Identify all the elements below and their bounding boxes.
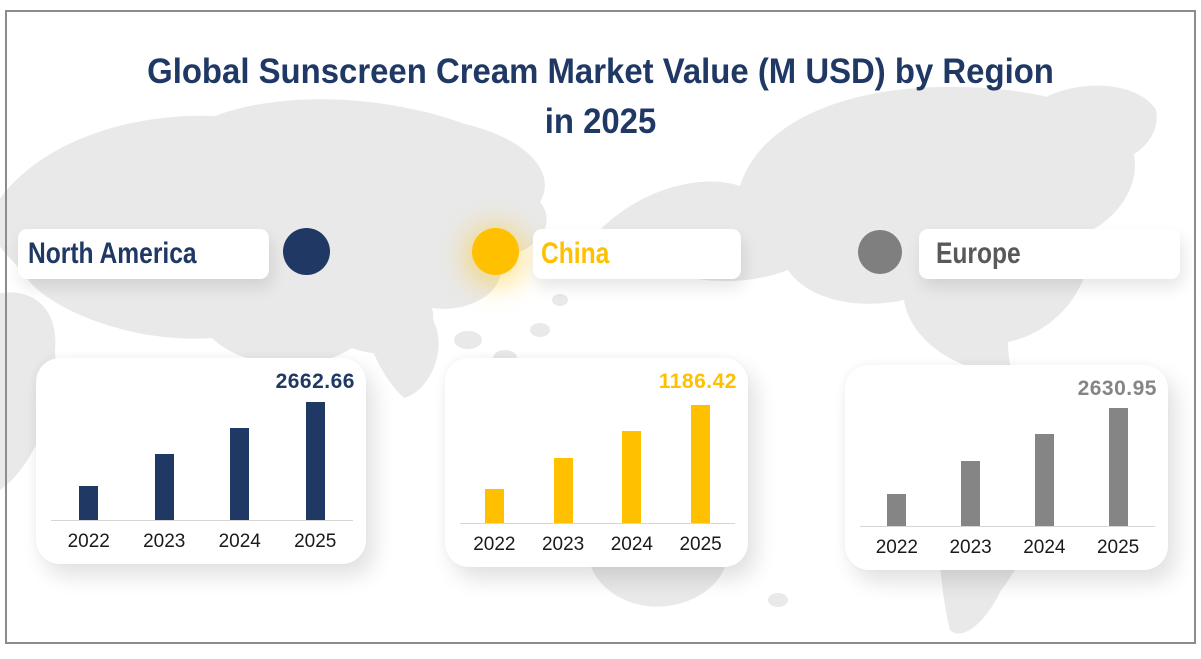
landmass-south-asia: [355, 290, 439, 398]
landmass-island: [530, 323, 550, 337]
bar-europe-2025: [1108, 408, 1128, 526]
bar-north-america-2025: [305, 402, 325, 520]
landmass-island: [768, 593, 788, 607]
bar-chart-plot-north-america: [51, 396, 353, 521]
legend-label-china: China: [541, 237, 610, 270]
bar-europe-2023: [961, 461, 981, 526]
bar-north-america-2023: [154, 454, 174, 520]
legend-card-china: China: [533, 229, 741, 279]
year-label-china-2023: 2023: [541, 534, 585, 555]
year-label-china-2022: 2022: [473, 534, 516, 555]
year-label-europe-2022: 2022: [875, 537, 919, 558]
bar-north-america-2024: [230, 428, 250, 520]
page-title-line1: Global Sunscreen Cream Market Value (M U…: [147, 52, 1054, 92]
china-marker-circle: [472, 228, 519, 275]
data-label-2025-north-america: 2662.66: [275, 370, 355, 393]
x-axis-labels-china: 2022 2023 2024 2025: [460, 534, 735, 556]
data-label-2025-china: 1186.42: [658, 370, 737, 393]
north-america-marker-circle: [283, 228, 330, 275]
year-label-europe-2024: 2024: [1023, 537, 1066, 558]
year-label-china-2024: 2024: [610, 534, 654, 555]
year-label-china-2025: 2025: [679, 534, 722, 555]
landmass-greenland: [1045, 85, 1157, 166]
page-title: Global Sunscreen Cream Market Value (M U…: [36, 47, 1165, 147]
landmass-island: [454, 331, 482, 349]
bar-chart-plot-china: [460, 399, 735, 524]
bar-china-2023: [553, 458, 573, 523]
legend-card-europe: Europe: [919, 229, 1180, 279]
landmass-africa-edge: [0, 292, 56, 490]
chart-card-europe: 2630.95 2022 2023 2024 2025: [845, 365, 1168, 570]
bar-europe-2022: [887, 494, 907, 526]
year-label-north-america-2022: 2022: [67, 531, 110, 552]
year-label-europe-2025: 2025: [1096, 537, 1140, 558]
year-label-europe-2023: 2023: [949, 537, 992, 558]
bar-europe-2024: [1034, 434, 1054, 526]
legend-label-north-america: North America: [28, 237, 197, 270]
page-title-line2: in 2025: [544, 102, 657, 142]
chart-card-north-america: 2662.66 2022 2023 2024 2025: [36, 358, 366, 564]
legend-label-europe: Europe: [936, 237, 1021, 270]
x-axis-labels-europe: 2022 2023 2024 2025: [860, 537, 1155, 559]
legend-card-north-america: North America: [18, 229, 269, 279]
chart-card-china: 1186.42 2022 2023 2024 2025: [445, 358, 748, 567]
bar-china-2025: [691, 405, 711, 523]
bar-china-2022: [484, 489, 504, 523]
x-axis-labels-north-america: 2022 2023 2024 2025: [51, 531, 353, 553]
data-label-2025-europe: 2630.95: [1077, 377, 1157, 400]
year-label-north-america-2025: 2025: [294, 531, 337, 552]
bar-china-2024: [622, 431, 642, 523]
europe-marker-circle: [858, 230, 902, 274]
year-label-north-america-2023: 2023: [143, 531, 186, 552]
bar-north-america-2022: [79, 486, 99, 520]
year-label-north-america-2024: 2024: [218, 531, 261, 552]
bar-chart-plot-europe: [860, 402, 1155, 527]
landmass-island: [552, 294, 568, 306]
